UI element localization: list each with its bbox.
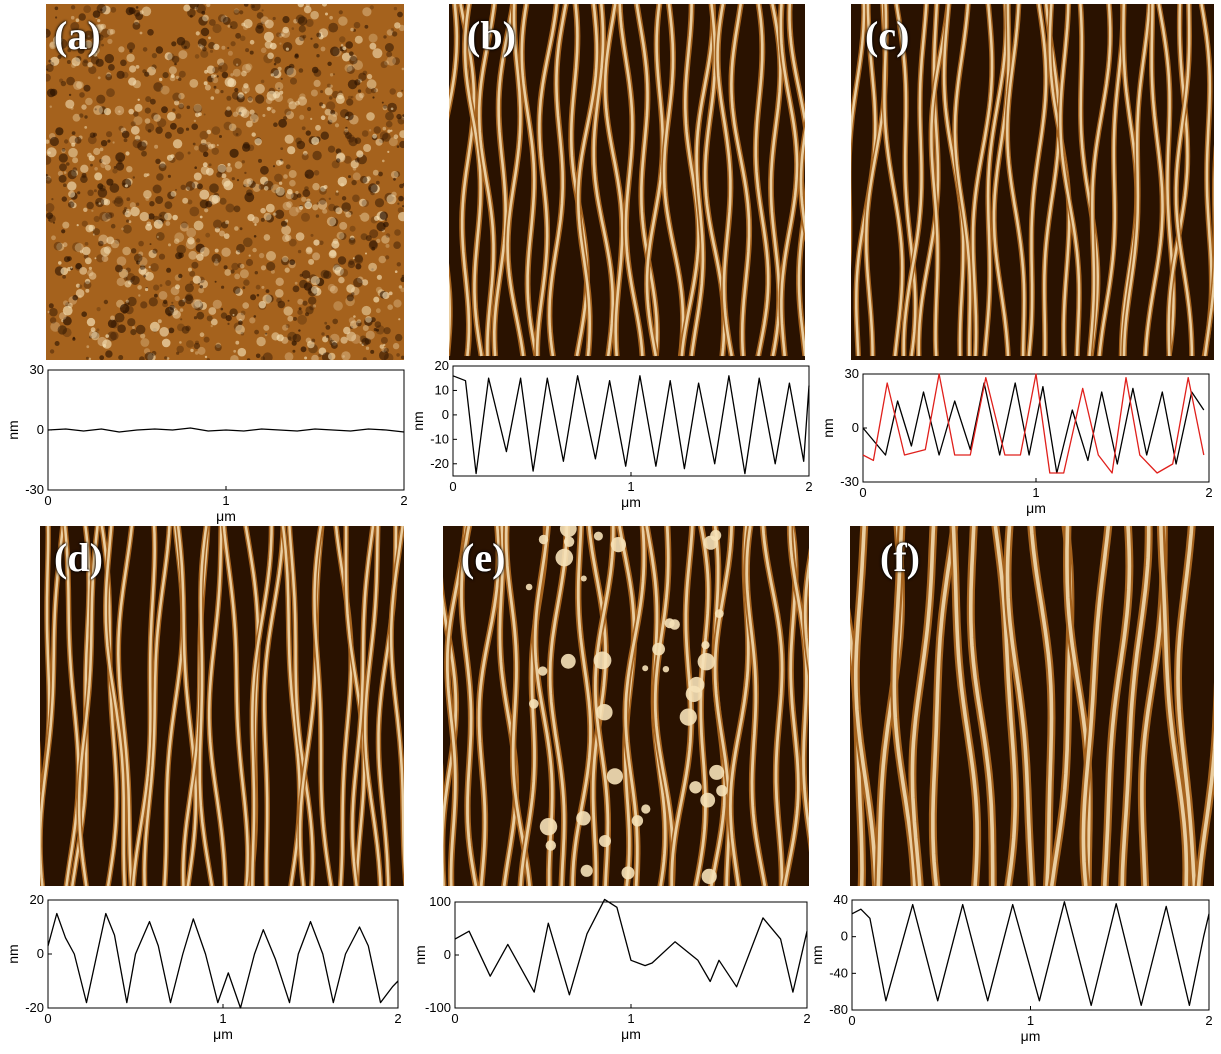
series-line-0 [851, 901, 1210, 1007]
height-profile-f: 0 1 2 40 0 -40 -80 μm nm [809, 888, 1221, 1054]
series-line-0 [452, 375, 810, 475]
series-line-1 [862, 373, 1205, 474]
x-tick-label: 2 [400, 493, 407, 508]
y-tick-label: 0 [37, 422, 44, 437]
height-profile-e: 0 1 2 100 0 -100 μm nm [405, 888, 825, 1054]
height-profile-b: 0 1 2 20 10 0 -10 -20 μm nm [405, 358, 825, 524]
x-tick-label: 2 [805, 479, 812, 494]
x-axis-label: μm [1021, 1028, 1041, 1044]
series-line-0 [47, 912, 399, 1009]
x-tick-label: 1 [1032, 485, 1039, 500]
profile-chart: 0 1 2 20 10 0 -10 -20 μm nm [410, 358, 813, 510]
x-tick-label: 2 [394, 1011, 401, 1026]
panel-label: (a) [54, 13, 101, 58]
x-tick-label: 2 [803, 1011, 810, 1026]
plot-frame [452, 365, 810, 477]
y-tick-label: 20 [435, 358, 449, 373]
x-tick-label: 1 [627, 1011, 634, 1026]
y-tick-label: 0 [442, 407, 449, 422]
x-axis-label: μm [213, 1026, 233, 1042]
panel-label: (b) [467, 13, 516, 58]
y-tick-label: 40 [834, 892, 848, 907]
y-tick-label: 30 [30, 362, 44, 377]
x-tick-label: 0 [859, 485, 866, 500]
x-tick-label: 0 [44, 1011, 51, 1026]
y-tick-label: -30 [25, 482, 44, 497]
x-tick-label: 1 [219, 1011, 226, 1026]
afm-image-e: (e) [443, 526, 809, 886]
series-line-0 [47, 427, 405, 433]
y-tick-label: -10 [430, 431, 449, 446]
afm-texture [850, 526, 1214, 886]
y-axis-label: nm [412, 945, 428, 964]
y-tick-label: 0 [852, 420, 859, 435]
height-profile-a: 0 1 2 30 0 -30 μm nm [0, 362, 420, 524]
height-profile-c: 0 1 2 30 0 -30 μm nm [815, 364, 1221, 524]
x-axis-label: μm [621, 1026, 641, 1042]
height-profile-d: 0 1 2 20 0 -20 μm nm [0, 888, 420, 1054]
y-axis-label: nm [410, 411, 426, 430]
afm-image-d: (d) [40, 526, 404, 886]
y-tick-label: -40 [829, 965, 848, 980]
x-tick-label: 1 [627, 479, 634, 494]
y-tick-label: -20 [25, 1000, 44, 1015]
y-tick-label: 100 [429, 894, 451, 909]
afm-image-a: (a) [46, 4, 404, 360]
series-line-0 [862, 382, 1205, 474]
x-tick-label: 2 [1205, 485, 1212, 500]
x-axis-label: μm [1026, 500, 1046, 516]
afm-texture [449, 4, 805, 360]
y-tick-label: -30 [840, 474, 859, 489]
afm-texture [46, 4, 404, 360]
x-axis-label: μm [216, 508, 236, 524]
x-tick-label: 0 [449, 479, 456, 494]
afm-image-c: (c) [851, 4, 1214, 360]
panel-label: (c) [865, 13, 910, 58]
afm-texture [40, 526, 404, 886]
y-tick-label: 0 [444, 947, 451, 962]
y-axis-label: nm [5, 944, 21, 963]
y-axis-label: nm [820, 418, 836, 437]
y-tick-label: 30 [845, 366, 859, 381]
plot-frame [454, 901, 808, 1009]
y-tick-label: 0 [841, 929, 848, 944]
panel-label: (f) [880, 535, 920, 580]
panel-label: (d) [54, 535, 103, 580]
afm-image-f: (f) [850, 526, 1214, 886]
y-tick-label: -20 [430, 456, 449, 471]
x-tick-label: 1 [222, 493, 229, 508]
plot-frame [851, 899, 1210, 1011]
panel-label: (e) [461, 535, 506, 580]
x-axis-label: μm [621, 494, 641, 510]
y-tick-label: 0 [37, 946, 44, 961]
y-tick-label: -80 [829, 1002, 848, 1017]
y-axis-label: nm [5, 420, 21, 439]
afm-image-b: (b) [449, 4, 805, 360]
x-tick-label: 0 [451, 1011, 458, 1026]
x-tick-label: 2 [1205, 1013, 1212, 1028]
y-tick-label: -100 [425, 1000, 451, 1015]
y-tick-label: 20 [30, 892, 44, 907]
afm-texture [851, 4, 1214, 360]
afm-texture [443, 526, 809, 886]
x-tick-label: 0 [44, 493, 51, 508]
x-tick-label: 1 [1027, 1013, 1034, 1028]
y-tick-label: 10 [435, 382, 449, 397]
profile-chart: 0 1 2 40 0 -40 -80 μm nm [809, 892, 1213, 1044]
x-tick-label: 0 [848, 1013, 855, 1028]
y-axis-label: nm [809, 945, 825, 964]
series-line-0 [454, 898, 808, 996]
